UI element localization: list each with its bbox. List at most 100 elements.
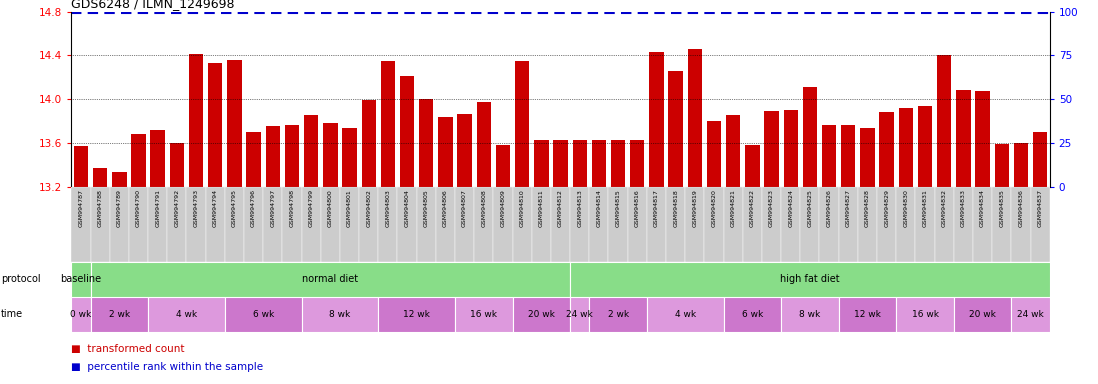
Bar <box>608 187 628 262</box>
Bar <box>90 262 570 297</box>
Bar <box>208 63 223 187</box>
Text: GSM994803: GSM994803 <box>385 189 391 227</box>
Text: GSM994800: GSM994800 <box>328 189 333 227</box>
Bar <box>705 187 724 262</box>
Text: GSM994791: GSM994791 <box>155 189 160 227</box>
Bar <box>187 187 205 262</box>
Bar <box>71 297 90 332</box>
Bar <box>628 187 647 262</box>
Text: 20 wk: 20 wk <box>528 310 554 319</box>
Bar <box>225 187 244 262</box>
Bar <box>227 60 242 187</box>
Bar <box>937 55 951 187</box>
Bar <box>302 187 321 262</box>
Bar <box>572 139 587 187</box>
Bar <box>707 121 721 187</box>
Bar <box>918 106 932 187</box>
Bar <box>898 108 914 187</box>
Text: GSM994807: GSM994807 <box>462 189 467 227</box>
Bar <box>189 54 203 187</box>
Bar <box>630 139 645 187</box>
Text: GSM994812: GSM994812 <box>558 189 563 227</box>
Bar <box>90 187 110 262</box>
Bar <box>74 146 88 187</box>
Bar <box>742 187 762 262</box>
Bar <box>416 187 436 262</box>
Bar <box>764 111 778 187</box>
Text: GSM994823: GSM994823 <box>769 189 774 227</box>
Bar <box>148 297 225 332</box>
Text: 12 wk: 12 wk <box>403 310 430 319</box>
Bar <box>954 187 973 262</box>
Bar <box>896 297 954 332</box>
Text: GSM994821: GSM994821 <box>730 189 736 227</box>
Text: GSM994789: GSM994789 <box>116 189 122 227</box>
Bar <box>264 187 282 262</box>
Text: 0 wk: 0 wk <box>70 310 91 319</box>
Bar <box>381 61 395 187</box>
Text: GSM994826: GSM994826 <box>827 189 831 227</box>
Bar <box>323 123 337 187</box>
Text: GSM994798: GSM994798 <box>290 189 294 227</box>
Text: GSM994832: GSM994832 <box>942 189 946 227</box>
Bar <box>975 91 989 187</box>
Bar <box>669 71 683 187</box>
Bar <box>934 187 954 262</box>
Bar <box>781 187 800 262</box>
Text: 8 wk: 8 wk <box>329 310 350 319</box>
Bar <box>340 187 359 262</box>
Text: 16 wk: 16 wk <box>470 310 497 319</box>
Text: GSM994805: GSM994805 <box>424 189 428 227</box>
Bar <box>570 297 590 332</box>
Bar <box>531 187 551 262</box>
Bar <box>379 297 455 332</box>
Text: 2 wk: 2 wk <box>109 310 130 319</box>
Text: GSM994817: GSM994817 <box>654 189 659 227</box>
Text: GSM994796: GSM994796 <box>251 189 256 227</box>
Bar <box>477 103 491 187</box>
Bar <box>839 297 896 332</box>
Text: 6 wk: 6 wk <box>742 310 763 319</box>
Bar <box>150 130 165 187</box>
Text: GSM994824: GSM994824 <box>788 189 793 227</box>
Text: GSM994795: GSM994795 <box>232 189 237 227</box>
Text: GSM994830: GSM994830 <box>904 189 908 227</box>
Bar <box>359 187 379 262</box>
Bar <box>534 139 549 187</box>
Text: GSM994828: GSM994828 <box>865 189 870 227</box>
Text: 24 wk: 24 wk <box>1017 310 1044 319</box>
Text: GSM994831: GSM994831 <box>922 189 928 227</box>
Bar <box>781 297 839 332</box>
Bar <box>954 297 1011 332</box>
Text: GSM994814: GSM994814 <box>596 189 602 227</box>
Text: GSM994808: GSM994808 <box>481 189 486 227</box>
Text: GSM994829: GSM994829 <box>884 189 889 227</box>
Bar <box>513 297 570 332</box>
Text: 8 wk: 8 wk <box>799 310 820 319</box>
Text: GSM994793: GSM994793 <box>193 189 199 227</box>
Text: GSM994810: GSM994810 <box>519 189 525 227</box>
Bar <box>685 187 705 262</box>
Bar <box>513 187 531 262</box>
Bar <box>860 127 875 187</box>
Text: GSM994834: GSM994834 <box>981 189 985 227</box>
Text: GSM994825: GSM994825 <box>807 189 813 227</box>
Bar <box>1011 187 1031 262</box>
Bar <box>455 187 474 262</box>
Bar <box>1033 132 1047 187</box>
Bar <box>879 112 894 187</box>
Text: GSM994819: GSM994819 <box>693 189 697 227</box>
Bar <box>570 262 1050 297</box>
Text: 12 wk: 12 wk <box>854 310 881 319</box>
Bar <box>110 187 128 262</box>
Bar <box>170 143 184 187</box>
Text: GSM994835: GSM994835 <box>999 189 1005 227</box>
Text: time: time <box>1 310 23 319</box>
Bar <box>610 139 625 187</box>
Bar <box>647 187 666 262</box>
Bar <box>266 126 280 187</box>
Text: GSM994822: GSM994822 <box>750 189 754 227</box>
Bar <box>1013 143 1028 187</box>
Bar <box>916 187 934 262</box>
Bar <box>225 297 302 332</box>
